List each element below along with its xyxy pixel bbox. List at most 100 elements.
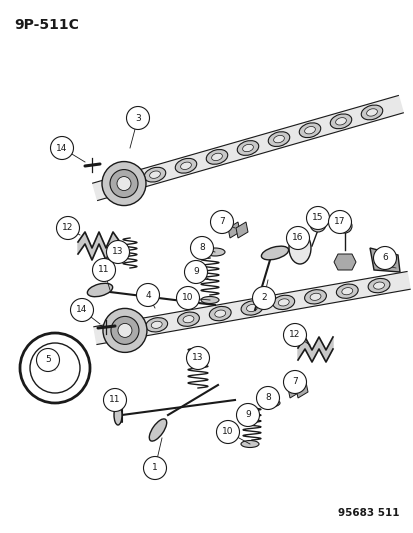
Ellipse shape xyxy=(201,296,218,303)
Circle shape xyxy=(143,456,166,480)
Ellipse shape xyxy=(268,132,289,147)
Text: 14: 14 xyxy=(56,143,67,152)
Ellipse shape xyxy=(145,318,167,332)
Ellipse shape xyxy=(299,123,320,138)
Ellipse shape xyxy=(151,321,162,328)
Circle shape xyxy=(283,324,306,346)
Circle shape xyxy=(256,386,279,409)
Circle shape xyxy=(216,421,239,443)
Ellipse shape xyxy=(336,284,357,298)
Ellipse shape xyxy=(114,405,122,425)
Polygon shape xyxy=(369,248,399,272)
Ellipse shape xyxy=(119,327,130,334)
Text: 9P-511C: 9P-511C xyxy=(14,18,79,32)
Polygon shape xyxy=(333,254,355,270)
Polygon shape xyxy=(94,271,409,344)
Ellipse shape xyxy=(211,153,222,160)
Circle shape xyxy=(309,216,325,232)
Ellipse shape xyxy=(304,126,315,134)
Circle shape xyxy=(126,107,149,130)
Text: 13: 13 xyxy=(192,353,203,362)
Text: 14: 14 xyxy=(76,305,88,314)
Text: 16: 16 xyxy=(292,233,303,243)
Circle shape xyxy=(50,136,74,159)
Text: 17: 17 xyxy=(333,217,345,227)
Ellipse shape xyxy=(304,289,325,304)
Text: 4: 4 xyxy=(145,290,150,300)
Circle shape xyxy=(92,259,115,281)
Circle shape xyxy=(70,298,93,321)
Text: 3: 3 xyxy=(135,114,140,123)
Ellipse shape xyxy=(240,301,262,315)
Ellipse shape xyxy=(261,246,288,260)
Text: 7: 7 xyxy=(292,377,297,386)
Ellipse shape xyxy=(209,306,230,321)
Circle shape xyxy=(306,206,329,230)
Ellipse shape xyxy=(278,299,289,306)
Ellipse shape xyxy=(177,312,199,326)
Text: 11: 11 xyxy=(109,395,121,405)
Ellipse shape xyxy=(144,167,165,182)
Ellipse shape xyxy=(373,282,384,289)
Polygon shape xyxy=(235,222,247,238)
Text: 5: 5 xyxy=(45,356,51,365)
Text: 10: 10 xyxy=(222,427,233,437)
Circle shape xyxy=(36,349,59,372)
Circle shape xyxy=(210,211,233,233)
Ellipse shape xyxy=(180,162,191,169)
Circle shape xyxy=(118,324,132,337)
Text: 15: 15 xyxy=(311,214,323,222)
Polygon shape xyxy=(295,382,307,398)
Ellipse shape xyxy=(341,288,352,295)
Circle shape xyxy=(184,261,207,284)
Ellipse shape xyxy=(367,278,389,293)
Ellipse shape xyxy=(366,109,377,116)
Text: 10: 10 xyxy=(182,294,193,303)
Ellipse shape xyxy=(240,440,259,448)
Ellipse shape xyxy=(273,135,284,143)
Ellipse shape xyxy=(309,293,320,301)
Ellipse shape xyxy=(330,114,351,128)
Circle shape xyxy=(328,211,351,233)
Circle shape xyxy=(252,287,275,310)
Ellipse shape xyxy=(119,180,129,187)
Circle shape xyxy=(337,219,351,233)
Ellipse shape xyxy=(214,310,225,317)
Ellipse shape xyxy=(361,105,382,120)
Ellipse shape xyxy=(335,118,346,125)
Polygon shape xyxy=(93,95,402,200)
Ellipse shape xyxy=(113,176,134,191)
Circle shape xyxy=(103,389,126,411)
Polygon shape xyxy=(228,222,240,238)
Text: 12: 12 xyxy=(289,330,300,340)
Text: 8: 8 xyxy=(199,244,204,253)
Text: 1: 1 xyxy=(152,464,157,472)
Text: 11: 11 xyxy=(98,265,109,274)
Circle shape xyxy=(56,216,79,239)
Ellipse shape xyxy=(246,304,257,312)
Text: 13: 13 xyxy=(112,247,123,256)
Circle shape xyxy=(102,161,146,206)
Circle shape xyxy=(283,370,306,393)
Ellipse shape xyxy=(288,232,310,264)
Circle shape xyxy=(176,287,199,310)
Ellipse shape xyxy=(204,248,224,256)
Ellipse shape xyxy=(259,399,279,407)
Circle shape xyxy=(190,237,213,260)
Text: 12: 12 xyxy=(62,223,74,232)
Ellipse shape xyxy=(149,171,160,179)
Circle shape xyxy=(286,227,309,249)
Circle shape xyxy=(236,403,259,426)
Ellipse shape xyxy=(183,316,193,323)
Circle shape xyxy=(106,240,129,263)
Text: 2: 2 xyxy=(261,294,266,303)
Text: 9: 9 xyxy=(244,410,250,419)
Polygon shape xyxy=(287,382,299,398)
Ellipse shape xyxy=(87,284,112,297)
Text: 8: 8 xyxy=(264,393,270,402)
Ellipse shape xyxy=(149,419,166,441)
Text: 7: 7 xyxy=(218,217,224,227)
Circle shape xyxy=(117,176,131,191)
Ellipse shape xyxy=(206,150,227,164)
Ellipse shape xyxy=(175,158,196,173)
